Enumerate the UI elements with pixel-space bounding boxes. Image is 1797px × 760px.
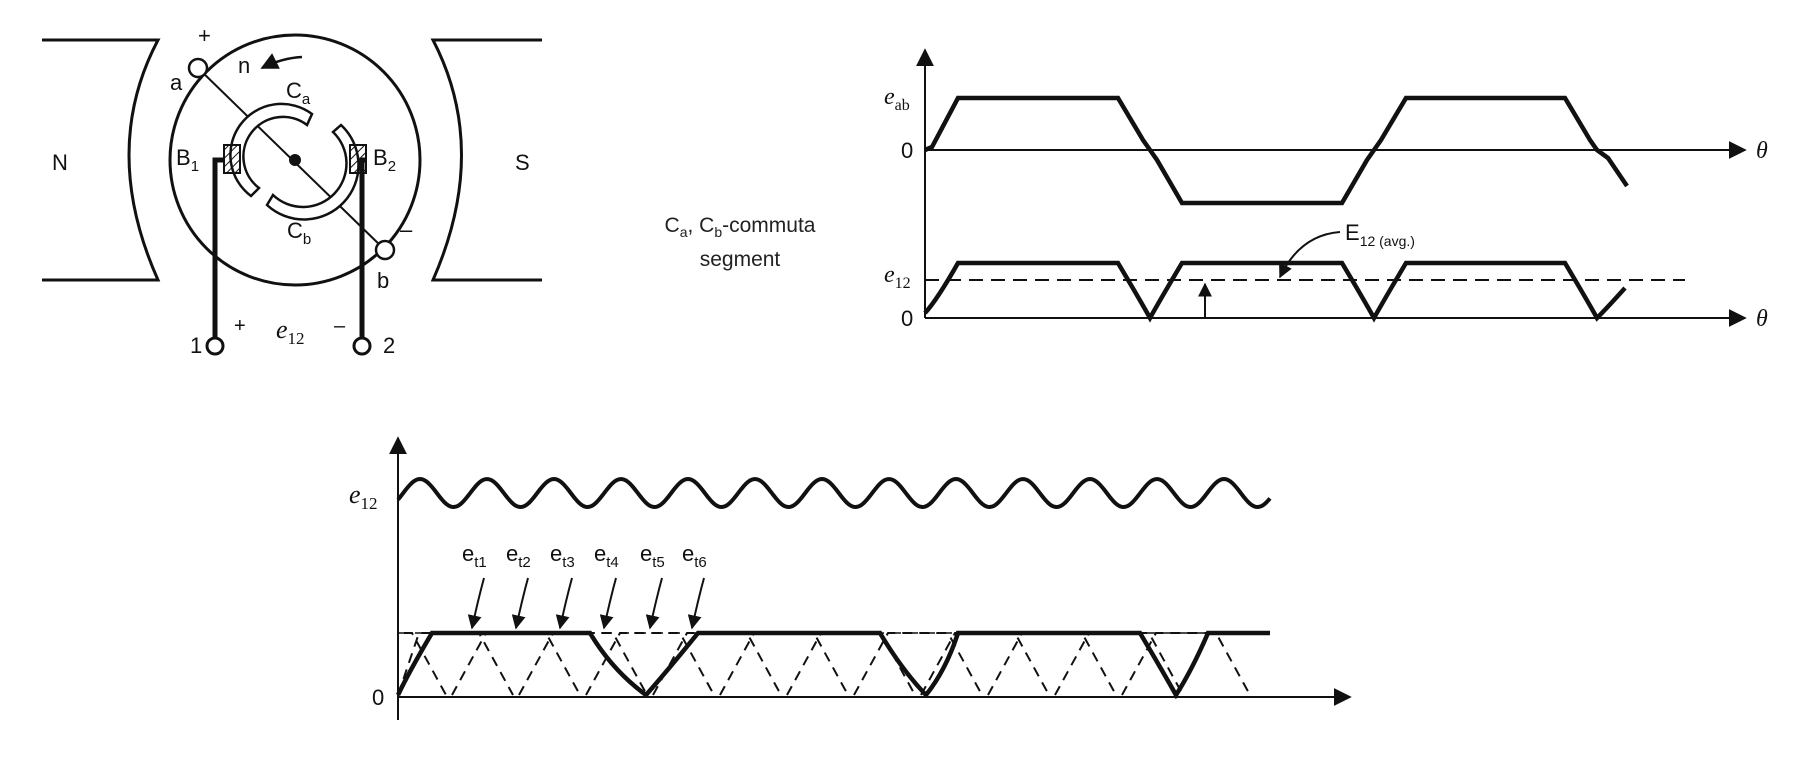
terminal-b <box>374 239 396 261</box>
bottom-e12-axis-label: e12 <box>349 480 378 513</box>
eab-waveform <box>924 95 1629 206</box>
south-pole-piece <box>430 38 542 282</box>
graph-top: eab 0 θ e12 0 θ E12 (avg.) <box>884 48 1768 332</box>
commutator-caption: Ca, Cb-commuta segment <box>635 212 845 274</box>
graph-bottom: e12 0 et1 et2 et3 et4 et5 et6 <box>349 436 1352 720</box>
caption-line-2: segment <box>699 248 781 272</box>
rotation-arrow-icon <box>260 53 303 70</box>
plus-a-label: + <box>198 23 211 48</box>
lead-1 <box>212 157 224 338</box>
commutator-segment-a <box>229 102 314 198</box>
e12-axis-label: e12 <box>884 262 911 292</box>
terminal-b-label: b <box>377 268 389 293</box>
coil-label-t3: et3 <box>550 541 575 571</box>
coil-pointer-arrow <box>511 577 529 630</box>
coil-voltage-waveforms <box>397 632 1251 696</box>
theta-label-2: θ <box>1756 306 1768 332</box>
caption-line-1: Ca, Cb-commuta <box>664 214 816 241</box>
coil-label-t5: et5 <box>640 541 665 571</box>
coil-voltage-wave <box>786 632 916 696</box>
coil-labels: et1 et2 et3 et4 et5 et6 <box>462 541 707 571</box>
coil-pointer-arrow <box>599 577 617 630</box>
brush-b1 <box>223 144 241 174</box>
e12-envelope-waveform <box>395 630 1270 700</box>
eab-axis-label: eab <box>884 84 910 114</box>
dc-machine: N S + a n Ca B1 B2 Cb – b + – e12 1 2 <box>42 23 542 358</box>
north-pole-piece <box>42 38 161 282</box>
coil-voltage-wave <box>518 632 648 696</box>
lead-2 <box>359 157 366 338</box>
coil-voltage-wave <box>853 632 983 696</box>
coil-label-t6: et6 <box>682 541 707 571</box>
terminal-2-label: 2 <box>383 333 395 358</box>
coil-voltage-wave <box>585 632 715 696</box>
e12-waveform <box>923 260 1627 323</box>
coil-pointer-arrow <box>467 577 485 630</box>
coil-voltage-wave <box>1054 632 1184 696</box>
pole-s-label: S <box>515 150 530 175</box>
coil-voltage-wave <box>719 632 849 696</box>
minus-b-label: – <box>400 217 413 242</box>
coil-label-t2: et2 <box>506 541 531 571</box>
brush-b2-label: B2 <box>373 145 396 175</box>
segment-a-label: Ca <box>286 78 311 108</box>
e12-zero-label: 0 <box>901 306 913 331</box>
eab-zero-label: 0 <box>901 138 913 163</box>
coil-voltage-wave <box>1121 632 1251 696</box>
bottom-zero-label: 0 <box>372 685 384 710</box>
coil-label-t1: et1 <box>462 541 487 571</box>
coil-voltage-wave <box>397 632 514 696</box>
coil-pointer-arrow <box>687 577 705 630</box>
pole-n-label: N <box>52 150 68 175</box>
terminal-1 <box>205 336 225 356</box>
coil-voltage-wave <box>451 632 581 696</box>
theta-label-1: θ <box>1756 138 1768 164</box>
output-voltage-label: e12 <box>276 315 305 348</box>
coil-pointer-arrow <box>645 577 663 630</box>
commutator-segment-b <box>265 123 360 221</box>
average-pointer-arrow <box>1279 231 1341 279</box>
rotation-label: n <box>238 53 250 78</box>
coil-voltage-wave <box>397 632 447 696</box>
shaft-dot <box>289 154 301 166</box>
terminal-a <box>187 57 209 79</box>
terminal-a-label: a <box>170 70 183 95</box>
brush-b1-label: B1 <box>176 145 199 175</box>
coil-voltage-wave <box>987 632 1117 696</box>
segment-b-label: Cb <box>287 218 311 248</box>
armature-circle <box>168 33 422 287</box>
output-minus-label: – <box>334 315 346 337</box>
coil-pointer-arrows <box>467 577 705 630</box>
terminal-2 <box>352 336 372 356</box>
coil-label-t4: et4 <box>594 541 619 571</box>
terminal-1-label: 1 <box>190 333 202 358</box>
output-plus-label: + <box>234 315 246 337</box>
e12-ripple-waveform <box>396 476 1272 510</box>
coil-voltage-wave <box>920 632 1050 696</box>
average-voltage-label: E12 (avg.) <box>1345 220 1415 249</box>
coil-pointer-arrow <box>555 577 573 630</box>
